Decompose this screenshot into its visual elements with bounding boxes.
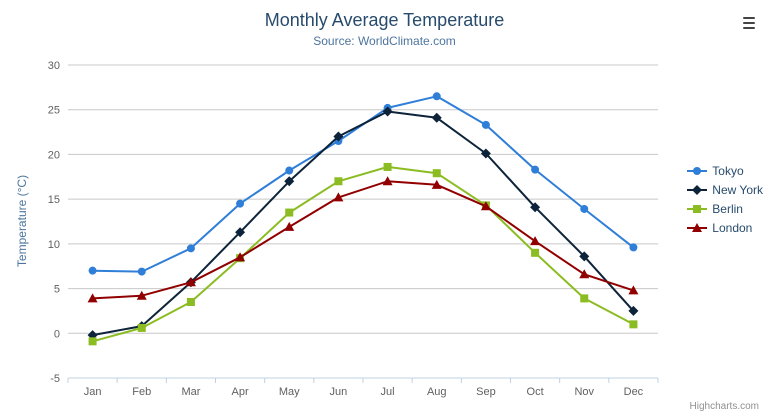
legend-item-london[interactable]: London <box>687 221 763 235</box>
y-axis-tick-label: 20 <box>48 149 60 161</box>
legend: Tokyo New York Berlin London <box>687 164 763 235</box>
hamburger-line <box>743 22 755 24</box>
legend-label: London <box>712 221 753 235</box>
y-axis-tick-label: 0 <box>54 328 60 340</box>
legend-item-berlin[interactable]: Berlin <box>687 202 763 216</box>
hamburger-line <box>743 27 755 29</box>
diamond-marker-icon <box>687 185 708 195</box>
hamburger-menu-icon[interactable] <box>741 15 757 31</box>
x-axis-tick-label: Nov <box>574 386 594 398</box>
x-axis-tick-label: Dec <box>624 386 644 398</box>
credits-link[interactable]: Highcharts.com <box>689 401 759 412</box>
x-axis-tick-label: Jan <box>84 386 102 398</box>
x-axis-tick-label: Oct <box>527 386 544 398</box>
x-axis-tick-label: Aug <box>427 386 447 398</box>
chart-subtitle: Source: WorldClimate.com <box>313 34 456 48</box>
y-axis-tick-label: 15 <box>48 194 60 206</box>
hamburger-line <box>743 17 755 19</box>
legend-item-new-york[interactable]: New York <box>687 183 763 197</box>
triangle-marker-icon <box>687 223 708 232</box>
legend-label: Berlin <box>712 202 743 216</box>
x-axis-tick-label: Jun <box>330 386 348 398</box>
y-axis-tick-label: 30 <box>48 60 60 72</box>
square-marker-icon <box>687 205 708 213</box>
x-axis-tick-label: Mar <box>181 386 200 398</box>
series-new-york[interactable] <box>87 106 639 341</box>
legend-label: New York <box>712 183 763 197</box>
legend-label: Tokyo <box>712 164 744 178</box>
circle-marker-icon <box>687 167 708 175</box>
series-london[interactable] <box>87 176 639 303</box>
x-axis-tick-label: Sep <box>476 386 496 398</box>
y-axis-tick-label: 5 <box>54 284 60 296</box>
series-tokyo[interactable] <box>88 92 638 276</box>
y-axis-tick-label: 10 <box>48 239 60 251</box>
y-axis-tick-label: -5 <box>50 373 60 385</box>
x-axis-tick-label: Apr <box>232 386 249 398</box>
x-axis-tick-label: May <box>279 386 300 398</box>
x-axis-tick-label: Feb <box>132 386 151 398</box>
legend-item-tokyo[interactable]: Tokyo <box>687 164 763 178</box>
chart-title: Monthly Average Temperature <box>264 10 505 30</box>
x-axis-tick-label: Jul <box>381 386 395 398</box>
y-axis-tick-label: 25 <box>48 105 60 117</box>
